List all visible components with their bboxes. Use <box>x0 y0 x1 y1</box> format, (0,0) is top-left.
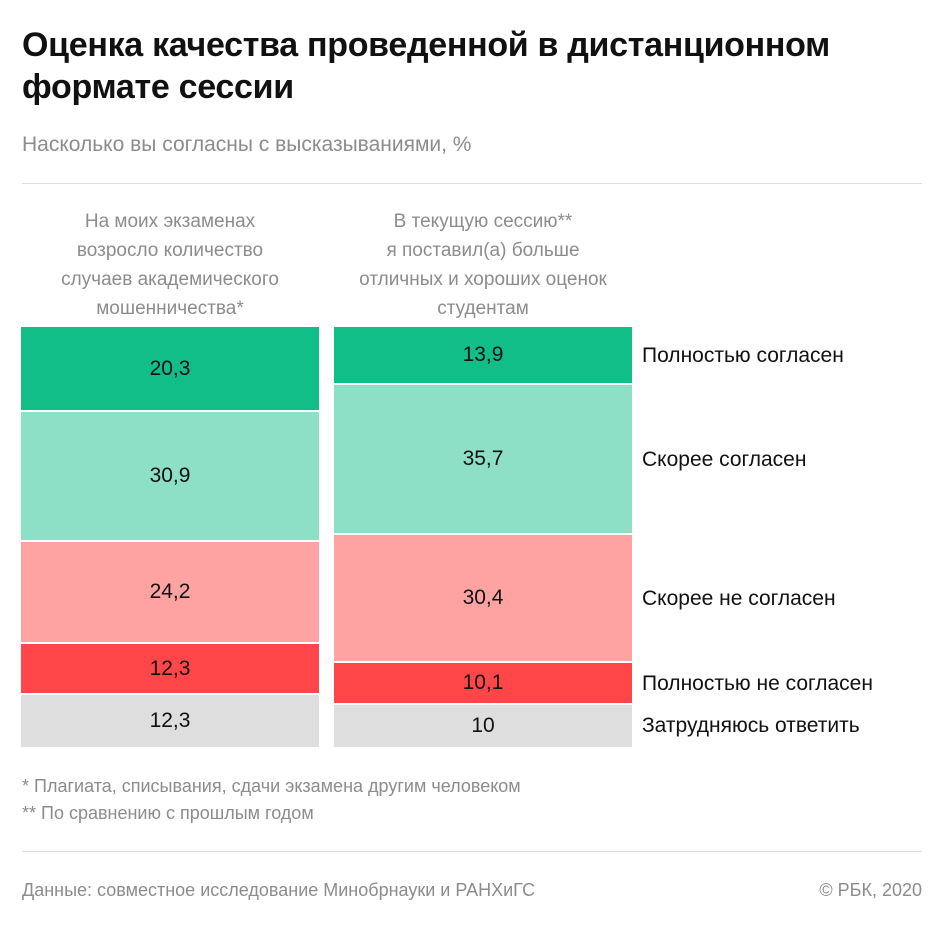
source-note: Данные: совместное исследование Минобрна… <box>22 880 536 900</box>
column-header-line: я поставил(а) больше <box>386 240 580 261</box>
chart-title: Оценка качества проведенной в дистанцион… <box>22 26 830 106</box>
column-header-line: На моих экзаменах <box>84 211 256 232</box>
data-label: 10,1 <box>462 670 504 694</box>
data-label: 20,3 <box>149 356 191 380</box>
bar-segment-fully-agree: 20,3 <box>21 327 319 413</box>
bar-segment-rather-disagree: 30,4 <box>334 535 632 663</box>
bar-segment-hard-to-say: 10 <box>334 705 632 747</box>
column-header-line: случаев академического <box>61 269 279 290</box>
bar-segment-rather-disagree: 24,2 <box>21 542 319 644</box>
data-label: 35,7 <box>462 447 504 471</box>
legend-item-hard-to-say: Затрудняюсь ответить <box>642 714 860 738</box>
data-label: 30,9 <box>149 464 191 488</box>
chart-subtitle: Насколько вы согласны с высказываниями, … <box>22 133 472 156</box>
top-divider <box>22 183 922 184</box>
bar-segment-fully-agree: 13,9 <box>334 327 632 386</box>
data-label: 30,4 <box>462 585 504 609</box>
footnote: ** По сравнению с прошлым годом <box>22 803 314 823</box>
column-header-grades: В текущую сессию** я поставил(а) больше … <box>334 207 632 323</box>
bar-segment-fully-disagree: 10,1 <box>334 662 632 706</box>
stacked-bar-cheating: 20,3 30,9 24,2 12,3 12,3 <box>21 327 319 747</box>
data-label: 13,9 <box>462 343 504 367</box>
bar-segment-fully-disagree: 12,3 <box>21 643 319 696</box>
legend-item-rather-agree: Скорее согласен <box>642 448 807 472</box>
bar-segment-hard-to-say: 12,3 <box>21 695 319 747</box>
column-header-cheating: На моих экзаменах возросло количество сл… <box>21 207 319 323</box>
bottom-divider <box>22 851 922 852</box>
column-header-line: возросло количество <box>76 240 264 261</box>
legend-item-rather-disagree: Скорее не согласен <box>642 586 836 610</box>
bar-segment-rather-agree: 30,9 <box>21 412 319 543</box>
legend-item-fully-disagree: Полностью не согласен <box>642 671 873 695</box>
footnote: * Плагиата, списывания, сдачи экзамена д… <box>22 776 521 796</box>
column-header-line: В текущую сессию** <box>393 211 573 232</box>
data-label: 12,3 <box>149 709 191 733</box>
footnotes: * Плагиата, списывания, сдачи экзамена д… <box>22 773 521 827</box>
data-label: 10 <box>471 714 495 737</box>
legend-item-fully-agree: Полностью согласен <box>642 344 844 368</box>
column-header-line: отличных и хороших оценок <box>359 269 607 290</box>
stacked-bar-grades: 13,9 35,7 30,4 10,1 10 <box>334 327 632 747</box>
data-label: 12,3 <box>149 656 191 680</box>
data-label: 24,2 <box>149 579 191 603</box>
bar-segment-rather-agree: 35,7 <box>334 385 632 536</box>
column-header-line: мошенничества* <box>96 298 244 319</box>
column-header-line: студентам <box>437 298 529 319</box>
copyright: © РБК, 2020 <box>819 880 922 900</box>
